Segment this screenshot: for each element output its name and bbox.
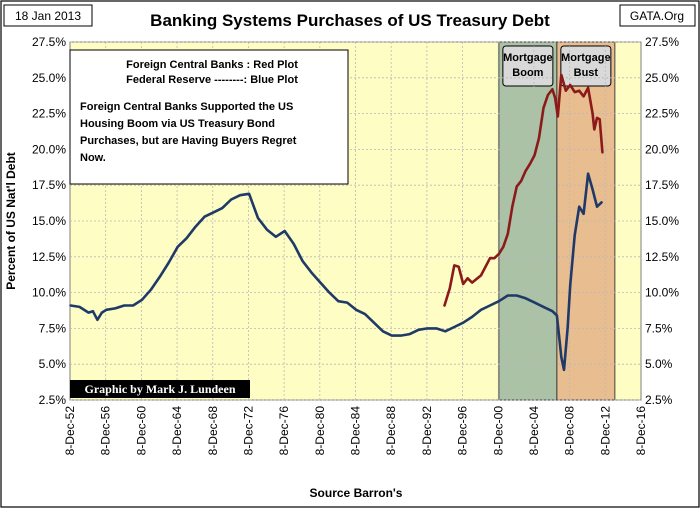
credit-label: Graphic by Mark J. Lundeen	[84, 382, 235, 396]
y-tick-left-1: 5.0%	[39, 357, 67, 371]
annotation-bands: Mortgage Boom Mortgage Bust	[498, 41, 616, 401]
annotation-label-1-1: Bust	[574, 67, 599, 79]
annotation-label-0-0: Mortgage	[503, 52, 553, 64]
x-tick-12: 8-Dec-00	[491, 406, 505, 456]
y-tick-right-3: 10.0%	[645, 286, 679, 300]
annotation-label-1-0: Mortgage	[561, 52, 611, 64]
x-tick-9: 8-Dec-88	[384, 406, 398, 456]
y-tick-left-10: 27.5%	[32, 35, 66, 49]
legend-note-line-1: Foreign Central Banks Supported the US	[80, 101, 293, 113]
x-tick-7: 8-Dec-80	[313, 406, 327, 456]
y-tick-right-0: 2.5%	[645, 393, 673, 407]
date-box	[3, 4, 93, 27]
y-tick-left-6: 17.5%	[32, 178, 66, 192]
x-tick-0: 8-Dec-52	[63, 406, 77, 456]
annotation-label-0-1: Boom	[512, 67, 543, 79]
source-site-box	[619, 4, 696, 27]
y-tick-right-4: 12.5%	[645, 250, 679, 264]
y-tick-left-4: 12.5%	[32, 250, 66, 264]
legend-note-line-4: Now.	[80, 152, 106, 164]
x-tick-11: 8-Dec-96	[456, 406, 470, 456]
x-tick-15: 8-Dec-12	[598, 406, 612, 456]
y-tick-left-0: 2.5%	[39, 393, 67, 407]
chart-title: Banking Systems Purchases of US Treasury…	[150, 11, 550, 30]
series-line-foreign-central-banks	[443, 73, 604, 307]
y-axis-left: 2.5% 5.0% 7.5% 10.0% 12.5% 15.0% 17.5% 20.0% 22.…	[32, 35, 66, 407]
y-axis-title: Percent of US Nat'l Debt	[4, 152, 18, 290]
x-tick-1: 8-Dec-56	[99, 406, 113, 456]
x-tick-6: 8-Dec-76	[277, 406, 291, 456]
annotation-label-box-1	[560, 45, 612, 87]
y-tick-left-7: 20.0%	[32, 142, 66, 156]
y-tick-right-10: 27.5%	[645, 35, 679, 49]
legend-note-line-3: Purchases, but are Having Buyers Regret	[80, 135, 297, 147]
legend-box	[69, 49, 349, 185]
grid-lines	[70, 41, 641, 401]
x-tick-14: 8-Dec-08	[563, 406, 577, 456]
y-tick-right-9: 25.0%	[645, 71, 679, 85]
legend-line-blue: Federal Reserve --------: Blue Plot	[126, 74, 298, 86]
y-tick-right-2: 7.5%	[645, 321, 673, 335]
x-tick-2: 8-Dec-60	[134, 406, 148, 456]
y-tick-left-5: 15.0%	[32, 214, 66, 228]
y-tick-left-3: 10.0%	[32, 286, 66, 300]
legend-note-line-2: Housing Boom via US Treasury Bond	[80, 118, 275, 130]
series-group	[69, 73, 604, 372]
x-tick-4: 8-Dec-68	[206, 406, 220, 456]
x-axis-title: Source Barron's	[310, 486, 403, 500]
x-tick-5: 8-Dec-72	[241, 406, 255, 456]
y-tick-right-6: 17.5%	[645, 178, 679, 192]
y-axis-right: 2.5% 5.0% 7.5% 10.0% 12.5% 15.0% 17.5% 20.0% 22.…	[645, 35, 679, 407]
y-tick-left-2: 7.5%	[39, 321, 67, 335]
legend-line-red: Foreign Central Banks : Red Plot	[126, 59, 298, 71]
x-tick-3: 8-Dec-64	[170, 406, 184, 456]
source-site-label: GATA.Org	[630, 9, 684, 23]
y-tick-left-8: 22.5%	[32, 107, 66, 121]
x-axis: 8-Dec-52 8-Dec-56 8-Dec-60 8-Dec-64 8-Dec-68…	[63, 406, 648, 456]
x-tick-16: 8-Dec-16	[634, 406, 648, 456]
series-line-federal-reserve	[69, 172, 603, 372]
x-tick-13: 8-Dec-04	[527, 406, 541, 456]
y-tick-left-9: 25.0%	[32, 71, 66, 85]
annotation-label-box-0	[502, 45, 554, 87]
credit-box	[70, 380, 250, 398]
y-tick-right-7: 20.0%	[645, 142, 679, 156]
x-tick-10: 8-Dec-92	[420, 406, 434, 456]
y-tick-right-8: 22.5%	[645, 107, 679, 121]
x-tick-8: 8-Dec-84	[349, 406, 363, 456]
y-tick-right-5: 15.0%	[645, 214, 679, 228]
date-label: 18 Jan 2013	[15, 9, 81, 23]
y-tick-right-1: 5.0%	[645, 357, 673, 371]
